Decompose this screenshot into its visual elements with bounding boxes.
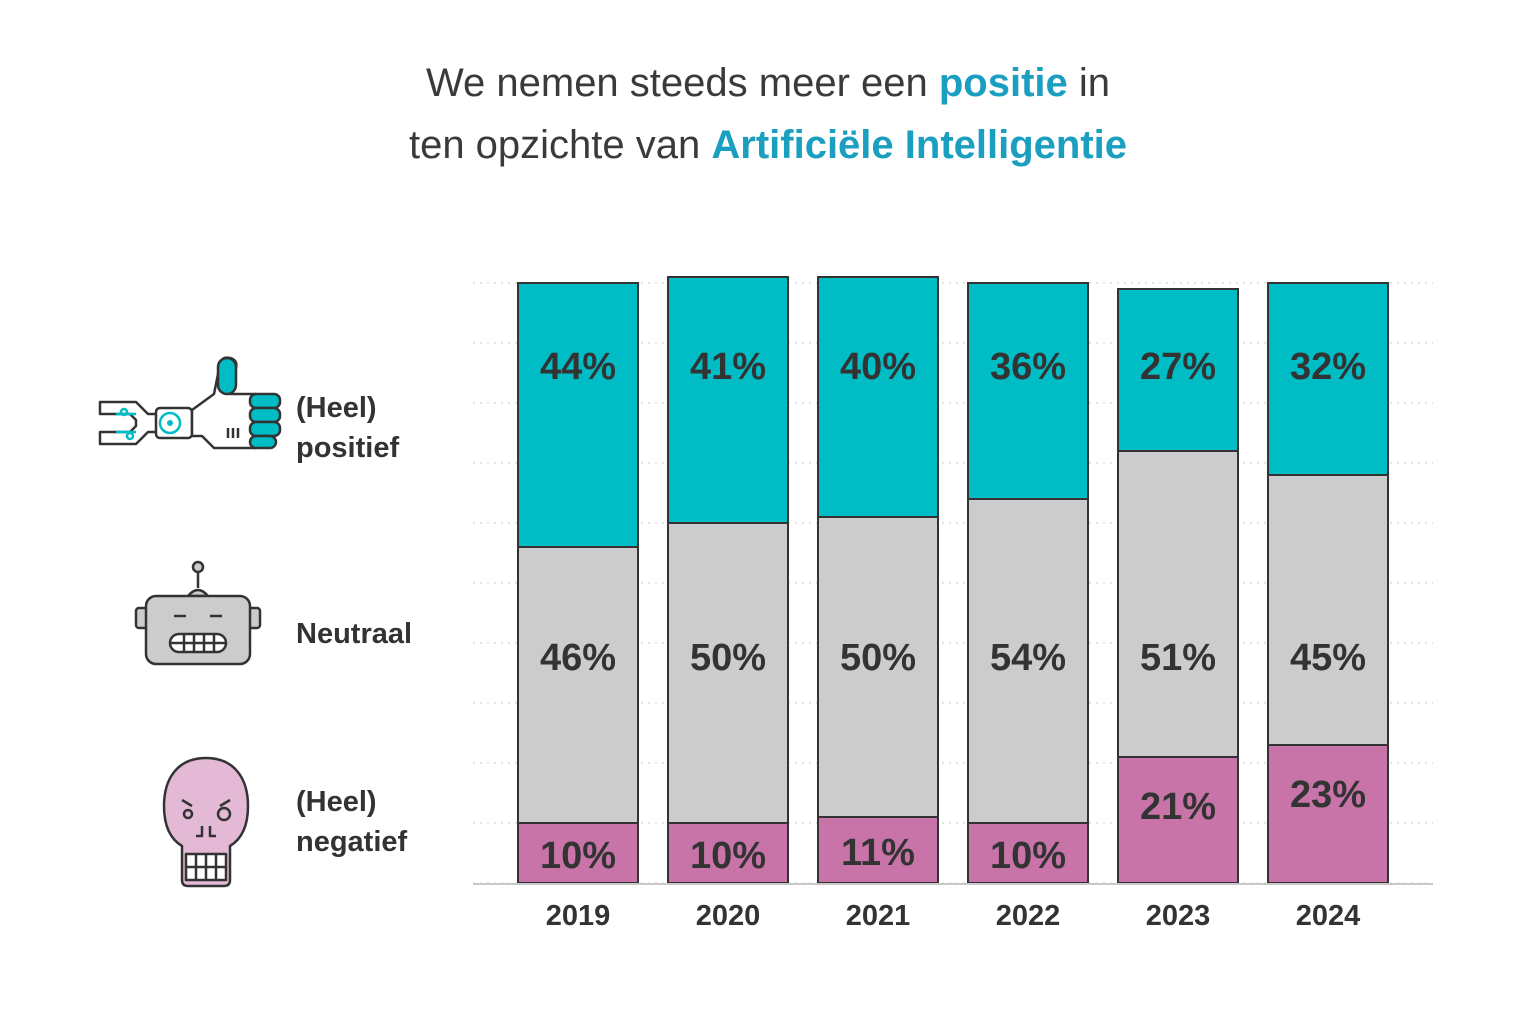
- title-line-1: We nemen steeds meer een positie in: [425, 61, 1111, 105]
- data-label-negative: 23%: [1290, 774, 1366, 816]
- bar-segment-positive: [817, 276, 939, 518]
- data-label-positive: 36%: [990, 346, 1066, 388]
- x-tick-label: 2019: [546, 900, 611, 932]
- bar-segment-neutral: [517, 546, 639, 824]
- data-label-positive: 27%: [1140, 346, 1216, 388]
- chart-title: We nemen steeds meer een positie in ten …: [0, 52, 1536, 176]
- data-label-neutral: 54%: [990, 637, 1066, 679]
- data-label-positive: 40%: [840, 346, 916, 388]
- bar-segment-positive: [1267, 282, 1389, 476]
- bar-segment-neutral: [817, 516, 939, 818]
- legend-label-positive: (Heel) positief: [296, 392, 400, 464]
- bar-segment-neutral: [967, 498, 1089, 824]
- data-label-neutral: 50%: [840, 637, 916, 679]
- data-label-neutral: 51%: [1140, 637, 1216, 679]
- data-label-positive: 41%: [690, 346, 766, 388]
- data-label-negative: 11%: [841, 832, 915, 874]
- bar-segment-positive: [517, 282, 639, 548]
- data-label-negative: 10%: [990, 835, 1066, 877]
- title-highlight-ai: Artificiële Intelligentie: [711, 123, 1128, 167]
- x-tick-label: 2024: [1296, 900, 1361, 932]
- x-tick-label: 2023: [1146, 900, 1211, 932]
- bar-segment-negative: [1267, 744, 1389, 884]
- bar-segment-neutral: [667, 522, 789, 824]
- bar-segment-negative: [667, 822, 789, 884]
- robot-head-icon: [134, 560, 262, 666]
- title-line-2: ten opzichte van Artificiële Intelligent…: [408, 123, 1128, 167]
- x-tick-label: 2020: [696, 900, 761, 932]
- bar-segment-negative: [817, 816, 939, 884]
- bar-segment-negative: [517, 822, 639, 884]
- x-tick-label: 2022: [996, 900, 1061, 932]
- data-label-neutral: 50%: [690, 637, 766, 679]
- x-tick-label: 2021: [846, 900, 911, 932]
- data-label-negative: 21%: [1140, 786, 1216, 828]
- title-highlight-positie: positie: [938, 61, 1068, 105]
- data-label-neutral: 46%: [540, 637, 616, 679]
- bar-segment-neutral: [1267, 474, 1389, 746]
- data-label-positive: 32%: [1290, 346, 1366, 388]
- data-label-positive: 44%: [540, 346, 616, 388]
- bar-segment-positive: [1117, 288, 1239, 452]
- data-label-negative: 10%: [690, 835, 766, 877]
- data-label-neutral: 45%: [1290, 637, 1366, 679]
- robot-thumbs-up-icon: [98, 356, 282, 450]
- bar-segment-positive: [967, 282, 1089, 500]
- legend-label-negative: (Heel) negatief: [296, 786, 408, 858]
- bar-segment-neutral: [1117, 450, 1239, 758]
- legend-label-neutral: Neutraal: [296, 618, 413, 650]
- bar-segment-positive: [667, 276, 789, 524]
- skull-icon: [162, 756, 250, 888]
- data-label-negative: 10%: [540, 835, 616, 877]
